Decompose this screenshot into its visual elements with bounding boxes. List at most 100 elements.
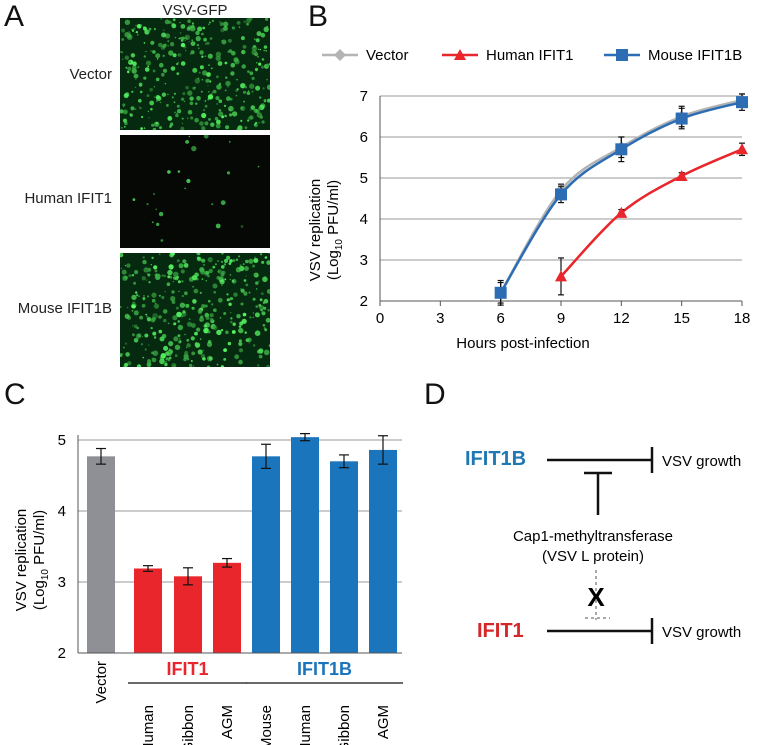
micrograph-cell	[133, 73, 139, 79]
micrograph-cell	[211, 91, 214, 94]
micrograph-cell	[223, 258, 229, 263]
micrograph-cell	[133, 338, 139, 343]
micrograph-cell	[152, 350, 159, 356]
micrograph-cell	[160, 45, 166, 50]
chart-c-ytick-label: 5	[58, 432, 66, 449]
micrograph-cell	[129, 113, 132, 115]
chart-b-series-line	[560, 148, 743, 278]
micrograph-cell	[183, 263, 189, 268]
micrograph-cell	[168, 50, 174, 56]
micrograph-cell	[215, 223, 221, 229]
micrograph-cell	[208, 299, 211, 303]
chart-b-point	[675, 169, 688, 181]
micrograph-cell	[232, 259, 236, 262]
micrograph-cell	[240, 83, 246, 89]
micrograph-cell	[131, 90, 134, 93]
micrograph-cell	[244, 331, 247, 334]
micrograph-cell	[219, 21, 221, 23]
micrograph-cell	[167, 269, 173, 276]
micrograph-cell	[231, 279, 235, 283]
micrograph-cell	[169, 42, 175, 47]
micrograph-cell	[248, 291, 251, 294]
micrograph-cell	[229, 297, 233, 301]
micrograph-cell	[154, 96, 156, 98]
micrograph-cell	[186, 343, 191, 348]
micrograph-cell	[176, 112, 178, 115]
micrograph-cell	[254, 52, 259, 57]
micrograph-cell	[223, 26, 228, 31]
micrograph-cell	[128, 60, 131, 64]
micrograph-cell	[257, 55, 259, 58]
micrograph-cell	[263, 49, 265, 52]
micrograph-cell	[153, 193, 155, 195]
micrograph-cell	[181, 36, 185, 40]
chart-c-ytick-label: 3	[58, 574, 66, 591]
micrograph-cell	[131, 68, 137, 74]
micrograph-cell	[209, 37, 213, 40]
micrograph-cell	[136, 326, 139, 330]
micrograph-cell	[131, 28, 133, 31]
micrograph-cell	[182, 310, 186, 314]
micrograph-cell	[177, 53, 182, 57]
micrograph-background	[120, 18, 270, 130]
micrograph-cell	[134, 270, 139, 275]
micrograph-cell	[245, 275, 247, 277]
micrograph-cell	[255, 121, 258, 125]
micrograph-cell	[229, 109, 231, 111]
micrograph-cell	[194, 78, 200, 84]
micrograph-cell	[207, 257, 213, 263]
micrograph-cell	[230, 317, 233, 320]
chart-c-category-label: Vector	[93, 661, 110, 704]
micrograph-cell	[200, 90, 203, 93]
micrograph-cell	[189, 101, 194, 106]
micrograph-cell	[158, 42, 163, 48]
micrograph-cell	[195, 36, 201, 42]
micrograph-cell	[221, 270, 226, 275]
micrograph-cell	[255, 288, 258, 290]
micrograph-cell	[261, 58, 265, 61]
micrograph-cell	[265, 317, 270, 323]
diagram-vsv-growth-bottom: VSV growth	[662, 624, 741, 641]
micrograph-cell	[168, 356, 172, 360]
micrograph-cell	[204, 100, 207, 102]
micrograph-cell	[164, 19, 170, 25]
micrograph-cell	[187, 321, 192, 327]
micrograph-cell	[197, 256, 202, 262]
micrograph-cell	[178, 37, 181, 40]
micrograph-cell	[224, 114, 227, 118]
micrograph-cell	[164, 362, 168, 367]
micrograph-cell	[167, 322, 170, 325]
micrograph-cell	[120, 267, 123, 270]
micrograph-cell	[264, 100, 266, 103]
micrograph-cell	[229, 259, 233, 263]
micrograph-cell	[149, 87, 153, 92]
micrograph-cell	[258, 280, 260, 283]
micrograph-cell	[243, 100, 245, 103]
micrograph-cell	[189, 53, 192, 55]
micrograph-cell	[212, 283, 218, 289]
micrograph-cell	[247, 119, 250, 122]
micrograph-cell	[124, 19, 131, 25]
micrograph-cell	[250, 105, 256, 110]
chart-b-point	[555, 188, 567, 201]
micrograph-cell	[199, 50, 204, 55]
micrograph-cell	[228, 302, 232, 306]
micrograph-cell	[120, 306, 122, 308]
micrograph-cell	[170, 253, 175, 256]
micrograph-cell	[161, 333, 167, 339]
chart-c-bar	[330, 461, 358, 653]
micrograph-cell	[121, 38, 125, 41]
micrograph-cell	[231, 50, 236, 56]
micrograph-cell	[243, 279, 247, 282]
micrograph-cell	[217, 270, 220, 273]
micrograph-cell	[146, 315, 149, 318]
micrograph-cell	[186, 117, 189, 120]
micrograph-cell	[212, 325, 218, 331]
micrograph-cell	[213, 291, 216, 294]
micrograph-cell	[172, 53, 177, 58]
micrograph-cell	[156, 222, 160, 226]
micrograph-cell	[138, 295, 140, 297]
micrograph-cell	[191, 39, 193, 41]
micrograph-cell	[183, 353, 189, 359]
micrograph-cell	[157, 273, 160, 276]
